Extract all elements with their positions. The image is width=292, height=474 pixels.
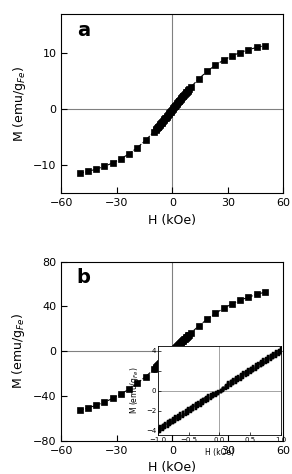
X-axis label: H (kOe): H (kOe) xyxy=(148,461,196,474)
Text: b: b xyxy=(77,268,91,287)
Y-axis label: M (emu/g$_{Fe}$): M (emu/g$_{Fe}$) xyxy=(11,313,27,389)
Y-axis label: M (emu/g$_{Fe}$): M (emu/g$_{Fe}$) xyxy=(11,66,27,142)
X-axis label: H (kOe): H (kOe) xyxy=(148,214,196,227)
Text: a: a xyxy=(77,21,90,40)
